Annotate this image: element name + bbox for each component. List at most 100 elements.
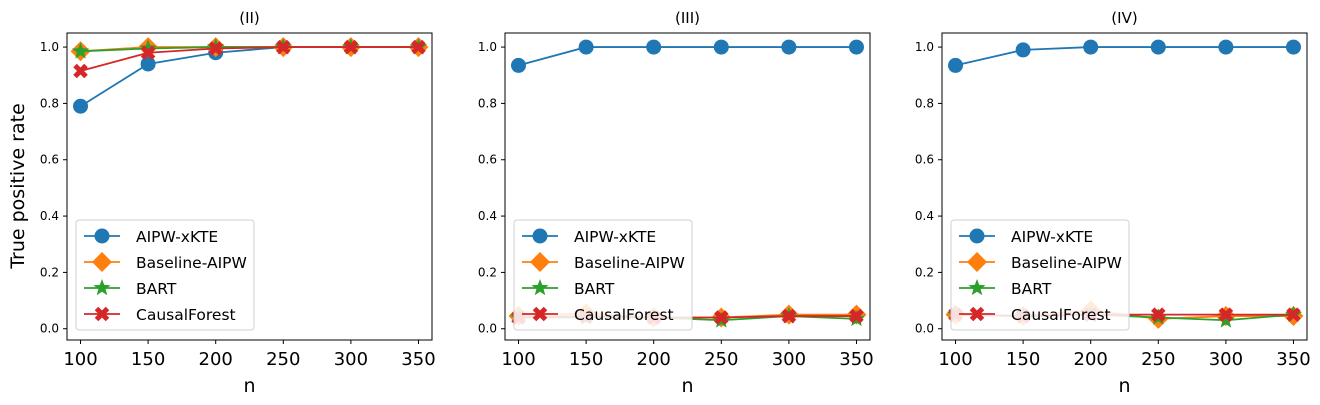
- data-point: [713, 39, 729, 55]
- data-point: [1286, 307, 1301, 322]
- series-line: [80, 46, 419, 107]
- legend-box: [513, 219, 693, 331]
- chart-title: (IV): [1111, 9, 1137, 27]
- legend-marker: [969, 228, 985, 244]
- y-tick-label: 0.0: [915, 322, 934, 336]
- legend-marker: [93, 279, 111, 296]
- legend-marker: [969, 306, 985, 322]
- series-line: [518, 46, 857, 67]
- data-point: [1217, 311, 1235, 328]
- legend: AIPW-xKTE Baseline-AIPW BART CausalForest: [75, 219, 255, 331]
- figure-ylabel: True positive rate: [7, 103, 29, 270]
- legend: AIPW-xKTE Baseline-AIPW BART CausalForest: [950, 219, 1130, 331]
- y-tick-label: 0.0: [40, 322, 59, 336]
- data-point: [781, 39, 797, 55]
- data-point: [1015, 42, 1031, 58]
- legend-label: AIPW-xKTE: [136, 228, 218, 246]
- legend-marker: [94, 228, 110, 244]
- plot-frame: [941, 32, 1308, 341]
- legend-label: Baseline-AIPW: [574, 254, 685, 272]
- data-point: [208, 41, 223, 56]
- x-tick-label: 200: [637, 349, 671, 370]
- legend: AIPW-xKTE Baseline-AIPW BART CausalForest: [513, 219, 693, 331]
- y-tick-label: 0.4: [915, 209, 934, 223]
- y-tick-label: 0.4: [478, 209, 497, 223]
- y-tick-label: 0.4: [40, 209, 59, 223]
- y-tick-label: 0.6: [40, 153, 59, 167]
- legend-marker: [968, 279, 986, 296]
- series-AIPW-xKTE: [73, 39, 426, 114]
- y-tick-label: 0.8: [40, 96, 59, 110]
- x-tick-label: 350: [839, 349, 873, 370]
- data-point: [1218, 39, 1234, 55]
- legend-label: AIPW-xKTE: [1011, 228, 1093, 246]
- series-AIPW-xKTE: [511, 39, 864, 73]
- legend-label: CausalForest: [1011, 306, 1111, 324]
- x-tick-label: 200: [1074, 349, 1108, 370]
- x-axis-label: n: [681, 375, 693, 397]
- series-line: [80, 46, 419, 72]
- data-point: [511, 57, 527, 73]
- data-point: [73, 98, 89, 114]
- x-tick-label: 300: [772, 349, 806, 370]
- data-point: [73, 63, 88, 79]
- x-tick-label: 150: [569, 349, 603, 370]
- series-line: [955, 46, 1294, 67]
- x-axis-label: n: [243, 375, 255, 397]
- legend-label: Baseline-AIPW: [136, 254, 247, 272]
- y-tick-label: 0.6: [915, 153, 934, 167]
- chart-panel-3: (IV) 0.0 0.2 0.4 0.6 0.8 1.0 100 150 200 250 300 350…: [915, 9, 1311, 397]
- y-tick-label: 1.0: [40, 40, 59, 54]
- series-CausalForest: [73, 39, 426, 79]
- data-point: [1083, 39, 1099, 55]
- x-tick-label: 250: [1141, 349, 1175, 370]
- x-tick-label: 350: [401, 349, 435, 370]
- y-tick-label: 1.0: [915, 40, 934, 54]
- legend-marker: [531, 279, 549, 296]
- data-point: [714, 310, 729, 325]
- chart-title: (III): [675, 9, 700, 27]
- y-tick-label: 0.6: [478, 153, 497, 167]
- legend-label: BART: [136, 280, 177, 298]
- chart-panel-1: (II) 0.0 0.2 0.4 0.6 0.8 1.0 100 150 200 250 300 350…: [40, 9, 436, 397]
- legend-marker: [532, 228, 548, 244]
- y-tick-label: 0.8: [478, 96, 497, 110]
- data-point: [140, 45, 156, 60]
- y-tick-label: 0.2: [915, 265, 934, 279]
- legend-marker: [94, 306, 110, 322]
- data-point: [849, 308, 864, 324]
- legend-label: CausalForest: [136, 306, 236, 324]
- chart-panel-2: (III) 0.0 0.2 0.4 0.6 0.8 1.0 100 150 200 250 300 35…: [478, 9, 874, 397]
- data-point: [848, 39, 864, 55]
- x-tick-label: 300: [1209, 349, 1243, 370]
- x-axis-label: n: [1118, 375, 1130, 397]
- data-point: [343, 39, 359, 55]
- x-tick-label: 350: [1276, 349, 1310, 370]
- data-point: [411, 39, 426, 55]
- x-tick-label: 150: [1006, 349, 1040, 370]
- legend-marker: [532, 306, 548, 322]
- x-tick-label: 250: [266, 349, 300, 370]
- chart-title: (II): [239, 9, 260, 27]
- data-point: [71, 42, 90, 59]
- data-point: [948, 57, 964, 73]
- legend-marker: [530, 252, 550, 272]
- legend-marker: [92, 252, 112, 272]
- x-tick-label: 300: [334, 349, 368, 370]
- y-tick-label: 0.2: [478, 265, 497, 279]
- legend-label: AIPW-xKTE: [574, 228, 656, 246]
- data-point: [781, 308, 797, 324]
- y-tick-label: 0.8: [915, 96, 934, 110]
- x-tick-label: 200: [199, 349, 233, 370]
- data-point: [646, 39, 662, 55]
- plot-frame: [504, 32, 871, 341]
- data-point: [1285, 39, 1301, 55]
- data-point: [1218, 307, 1234, 322]
- x-tick-label: 100: [501, 349, 535, 370]
- data-point: [1151, 307, 1166, 322]
- legend-box: [950, 219, 1130, 331]
- data-point: [276, 39, 291, 55]
- data-point: [1150, 39, 1166, 55]
- data-point: [140, 56, 156, 72]
